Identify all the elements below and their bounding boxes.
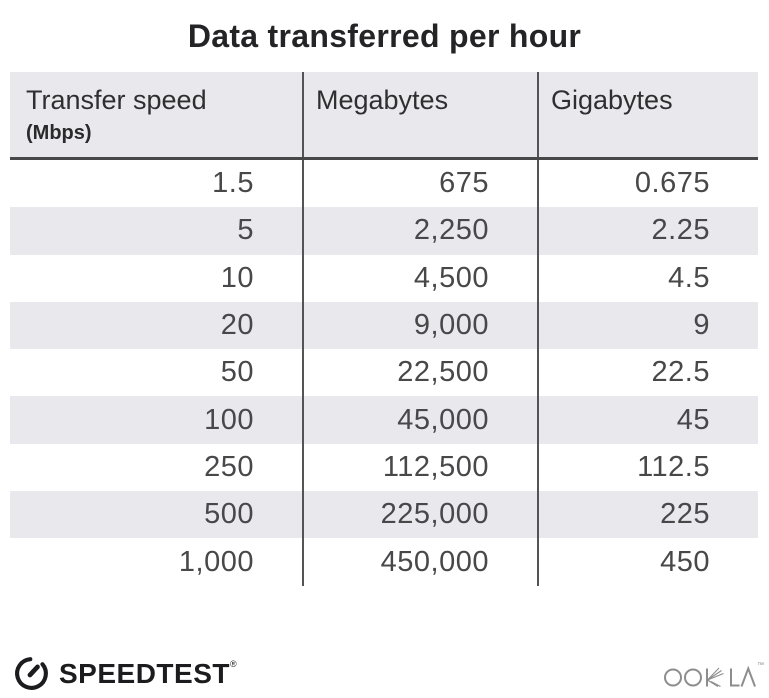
cell-gigabytes: 112.5 xyxy=(537,443,758,492)
cell-transfer-speed: 50 xyxy=(220,356,254,389)
cell-transfer-speed: 250 xyxy=(204,450,254,483)
transfer-speed-units-label: (Mbps) xyxy=(26,122,92,144)
cell-gigabytes: 22.5 xyxy=(537,349,758,397)
cell-megabytes: 22,500 xyxy=(302,349,537,397)
cell-gigabytes: 0.675 xyxy=(537,160,758,208)
speedtest-wordmark: SPEEDTEST® xyxy=(59,658,237,690)
table-row: 50 22,500 22.5 xyxy=(10,349,758,397)
data-table: Transfer speed (Mbps) Megabytes Gigabyte… xyxy=(10,72,758,586)
column-header-transfer-speed: Transfer speed (Mbps) xyxy=(10,72,302,157)
cell-transfer-speed: 1.5 xyxy=(212,167,254,200)
cell-gigabytes: 225 xyxy=(537,491,758,539)
table-row: 10 4,500 4.5 xyxy=(10,254,758,302)
cell-gigabytes: 450 xyxy=(537,538,758,586)
cell-megabytes: 45,000 xyxy=(302,396,537,444)
table-row: 1,000 450,000 450 xyxy=(10,538,758,586)
cell-megabytes: 9,000 xyxy=(302,301,537,350)
cell-megabytes: 2,250 xyxy=(302,207,537,255)
registered-trademark-symbol: ® xyxy=(229,658,238,669)
table-row: 500 225,000 225 xyxy=(10,491,758,539)
footer: SPEEDTEST® ™ OOKLA xyxy=(0,655,769,692)
cell-megabytes: 4,500 xyxy=(302,254,537,302)
cell-gigabytes: 4.5 xyxy=(537,254,758,302)
table-row: 100 45,000 45 xyxy=(10,396,758,444)
table-row: 250 112,500 112.5 xyxy=(10,443,758,492)
cell-transfer-speed: 100 xyxy=(204,403,254,436)
trademark-symbol: ™ xyxy=(757,662,764,669)
speedtest-gauge-icon xyxy=(15,657,48,690)
table-row: 1.5 675 0.675 xyxy=(10,160,758,208)
speedtest-label: SPEEDTEST xyxy=(59,657,230,689)
table-row: 5 2,250 2.25 xyxy=(10,207,758,255)
page-title: Data transferred per hour xyxy=(187,18,582,54)
table-body: 1.5 675 0.675 5 2,250 2.25 10 4,500 4.5 … xyxy=(10,160,758,586)
cell-gigabytes: 9 xyxy=(537,301,758,350)
table-row: 20 9,000 9 xyxy=(10,301,758,350)
cell-megabytes: 450,000 xyxy=(302,538,537,586)
cell-transfer-speed: 500 xyxy=(204,498,254,531)
cell-megabytes: 112,500 xyxy=(302,443,537,492)
cell-gigabytes: 45 xyxy=(537,396,758,444)
cell-gigabytes: 2.25 xyxy=(537,207,758,255)
speedtest-logo: SPEEDTEST® xyxy=(13,655,237,692)
table-header-row: Transfer speed (Mbps) Megabytes Gigabyte… xyxy=(10,72,758,160)
cell-megabytes: 675 xyxy=(302,160,537,208)
ookla-wordmark-icon xyxy=(664,666,756,688)
column-header-megabytes: Megabytes xyxy=(302,72,537,157)
cell-megabytes: 225,000 xyxy=(302,491,537,539)
cell-transfer-speed: 5 xyxy=(237,214,254,247)
column-header-gigabytes: Gigabytes xyxy=(537,72,758,157)
ookla-logo: ™ OOKLA xyxy=(662,662,764,689)
cell-transfer-speed: 20 xyxy=(220,309,254,342)
cell-transfer-speed: 1,000 xyxy=(178,545,254,578)
cell-transfer-speed: 10 xyxy=(220,261,254,294)
transfer-speed-label: Transfer speed xyxy=(26,85,207,115)
ookla-label: OOKLA xyxy=(662,688,663,689)
